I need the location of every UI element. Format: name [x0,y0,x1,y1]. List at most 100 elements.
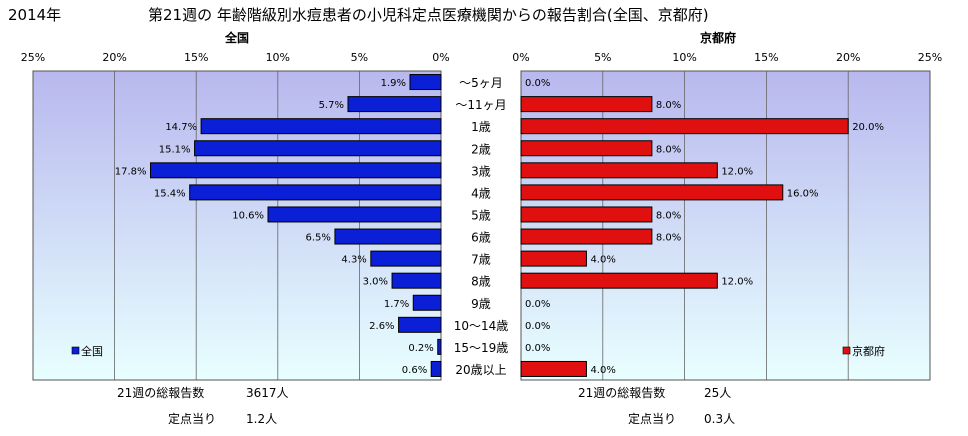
age-category-label: 10～14歳 [454,319,509,333]
kyoto-data-label: 0.0% [525,343,550,354]
national-plot-border [32,70,442,381]
kyoto-data-label: 8.0% [656,210,681,221]
kyoto-data-label: 4.0% [590,255,615,266]
age-category-label: 4歳 [471,186,491,200]
kyoto-data-label: 8.0% [656,233,681,244]
right-panel-title: 京都府 [700,30,736,45]
kyoto-data-label: 8.0% [656,100,681,111]
kyoto-data-label: 8.0% [656,144,681,155]
kyoto-plot-border [520,70,931,381]
left-panel-title: 全国 [224,30,249,45]
kyoto-panel: 0% 5% 10% 15% 20% 25% 0.0% 8.0% 20.0% 8.0% 12.0% 16… [512,51,942,381]
national-data-label: 15.1% [159,144,191,155]
national-data-label: 10.6% [232,210,264,221]
national-data-label: 0.6% [402,365,427,376]
national-tick-label: 20% [102,51,126,64]
kyoto-bar [520,96,653,113]
kyoto-total-value: 25人 [704,386,731,400]
national-bar [412,294,442,311]
national-tick-label: 15% [184,51,208,64]
kyoto-tick-label: 15% [754,51,778,64]
chart-title: 第21週の 年齢階級別水痘患者の小児科定点医療機関からの報告割合(全国、京都府) [148,6,709,24]
national-plot-area [33,71,441,380]
national-bar [430,360,442,377]
kyoto-legend-label: 京都府 [852,344,885,358]
kyoto-total-label: 21週の総報告数 [578,385,665,400]
national-bar [267,206,442,223]
national-legend-label: 全国 [81,344,103,358]
age-category-label: ～11ヶ月 [455,98,506,112]
age-category-label: 2歳 [471,142,491,156]
national-bar [200,118,442,135]
kyoto-per-site-value: 0.3人 [704,412,735,426]
age-category-label: 3歳 [471,164,491,178]
national-data-label: 14.7% [165,122,197,133]
kyoto-data-label: 0.0% [525,321,550,332]
age-category-axis: ～5ヶ月 ～11ヶ月 1歳 2歳 3歳 4歳 5歳 6歳 7歳 8歳 9歳 10～14歳 15～19歳 2… [454,76,509,377]
age-category-label: 20歳以上 [455,363,506,377]
national-data-label: 5.7% [319,100,344,111]
kyoto-data-label: 12.0% [721,166,753,177]
kyoto-bar [520,206,653,223]
year-label: 2014年 [8,6,61,24]
national-bar [189,184,442,201]
kyoto-legend: 京都府 [842,344,885,358]
national-data-label: 3.0% [363,277,388,288]
national-tick-label: 5% [351,51,368,64]
age-category-label: 15～19歳 [454,341,509,355]
kyoto-tick-label: 20% [836,51,860,64]
kyoto-bar [520,228,653,245]
kyoto-data-label: 4.0% [590,365,615,376]
kyoto-legend-swatch [842,346,851,355]
national-data-label: 4.3% [341,255,366,266]
national-bar [334,228,442,245]
national-bar [194,140,442,157]
national-bar [409,74,442,91]
kyoto-data-label: 12.0% [721,277,753,288]
national-panel: 25% 20% 15% 10% 5% 0% 1.9% 5.7% 14.7% 15.1% 17.8% 1… [21,51,450,381]
national-data-label: 6.5% [306,233,331,244]
national-total-value: 3617人 [246,386,289,400]
national-per-site-value: 1.2人 [246,412,277,426]
national-per-site-label: 定点当り [168,411,216,426]
national-tick-label: 10% [266,51,290,64]
national-total-label: 21週の総報告数 [117,385,204,400]
national-data-label: 2.6% [369,321,394,332]
national-footer: 21週の総報告数 3617人 定点当り 1.2人 [117,385,289,426]
national-bar [347,96,442,113]
national-legend: 全国 [71,344,103,358]
kyoto-data-label: 16.0% [787,188,819,199]
national-bar [150,162,442,179]
kyoto-data-label: 20.0% [852,122,884,133]
age-category-label: 6歳 [471,231,491,245]
kyoto-bar [520,118,849,135]
national-tick-label: 25% [21,51,45,64]
age-category-label: 7歳 [471,253,491,267]
kyoto-per-site-label: 定点当り [628,411,676,426]
national-tick-label: 0% [432,51,449,64]
age-category-label: 9歳 [471,297,491,311]
kyoto-data-label: 0.0% [525,299,550,310]
national-bar [370,250,442,267]
national-data-label: 0.2% [408,343,433,354]
kyoto-tick-label: 10% [672,51,696,64]
national-legend-swatch [71,346,80,355]
national-data-label: 17.8% [115,166,147,177]
kyoto-tick-label: 0% [512,51,529,64]
national-bar [398,316,442,333]
national-data-label: 1.9% [381,78,406,89]
age-category-label: 5歳 [471,208,491,222]
kyoto-tick-label: 25% [918,51,942,64]
national-data-label: 1.7% [384,299,409,310]
kyoto-bar [520,250,587,267]
age-category-label: ～5ヶ月 [459,76,503,90]
age-category-label: 1歳 [471,120,491,134]
kyoto-footer: 21週の総報告数 25人 定点当り 0.3人 [578,385,735,426]
kyoto-data-label: 0.0% [525,78,550,89]
national-bar [391,272,442,289]
kyoto-bar [520,360,587,377]
kyoto-bar [520,184,784,201]
national-data-label: 15.4% [154,188,186,199]
